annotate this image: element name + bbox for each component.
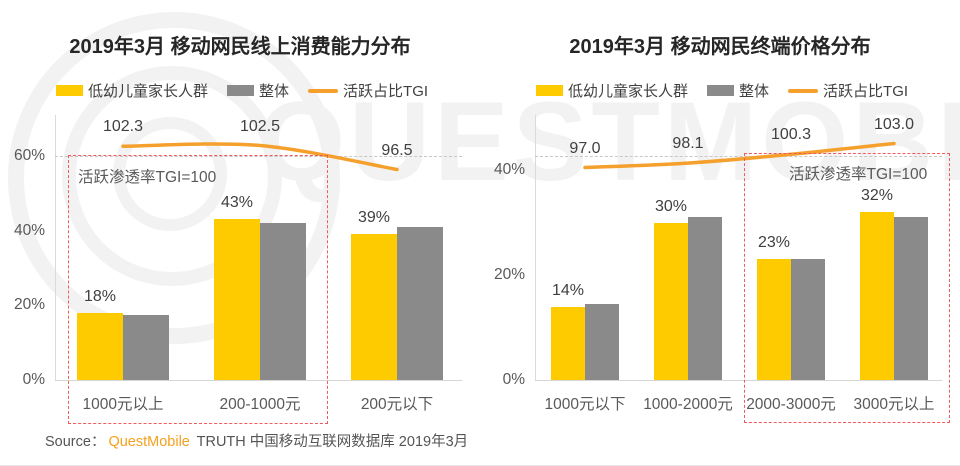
overall-series-swatch-icon (707, 85, 735, 96)
legend-label: 低幼儿童家长人群 (88, 83, 209, 100)
chart-device-price: 2019年3月 移动网民终端价格分布 低幼儿童家长人群 整体 活跃占比TGI 活… (480, 0, 960, 466)
bar-value-label: 18% (83, 287, 117, 305)
legend-item-tgi: 活跃占比TGI (788, 80, 908, 101)
bar-parents (757, 259, 791, 380)
legend-label: 低幼儿童家长人群 (568, 83, 689, 100)
bar-parents (351, 234, 397, 380)
plot-area: 0% 20% 40% 60% 18% 1000元以上 43% 200-1000元 39% 200元… (13, 115, 462, 413)
x-axis-category-label: 1000-2000元 (643, 396, 733, 413)
bar-value-label: 43% (220, 194, 254, 212)
tgi-value-label: 103.0 (873, 115, 915, 133)
bar-value-label: 23% (757, 234, 791, 252)
bar-overall (123, 314, 169, 380)
y-axis-tick-label: 20% (13, 296, 45, 314)
chart-title: 2019年3月 移动网民线上消费能力分布 (69, 36, 411, 58)
bar-value-label: 14% (551, 281, 585, 299)
tgi-value-label: 96.5 (381, 141, 413, 159)
x-axis-category-label: 200-1000元 (219, 396, 301, 413)
parents-series-swatch-icon (536, 85, 563, 96)
tgi-highlight-box (68, 155, 328, 424)
source-suffix: TRUTH 中国移动互联网数据库 2019年3月 (192, 434, 469, 450)
source-note: Source： QuestMobile TRUTH 中国移动互联网数据库 2019… (45, 430, 468, 451)
chart-title: 2019年3月 移动网民终端价格分布 (569, 36, 871, 58)
tgi-value-label: 102.3 (102, 118, 144, 136)
bar-parents (654, 222, 688, 380)
tgi-line-swatch-icon (788, 88, 819, 93)
y-axis-line (55, 115, 56, 380)
y-axis-tick-label: 60% (13, 146, 45, 164)
x-axis-category-label: 1000元以下 (544, 396, 626, 413)
bar-value-label: 32% (860, 187, 894, 204)
y-axis-tick-label: 20% (493, 266, 525, 283)
tgi-value-label: 100.3 (770, 126, 812, 144)
legend-label: 活跃占比TGI (823, 83, 909, 100)
legend-label: 活跃占比TGI (343, 83, 429, 100)
source-prefix: Source： (45, 434, 106, 450)
legend-label: 整体 (259, 83, 290, 100)
bar-value-label: 39% (357, 209, 391, 227)
parents-series-swatch-icon (56, 85, 83, 96)
tgi-value-label: 102.5 (239, 117, 281, 135)
legend-item-overall: 整体 (227, 80, 289, 101)
bar-parents (551, 306, 585, 380)
bar-overall (894, 217, 928, 380)
x-axis-line (55, 380, 462, 381)
chart-legend: 低幼儿童家长人群 整体 活跃占比TGI (56, 80, 428, 101)
legend-item-tgi: 活跃占比TGI (308, 80, 428, 101)
tgi-value-label: 97.0 (569, 139, 601, 157)
y-axis-tick-label: 0% (502, 371, 525, 388)
y-axis-tick-label: 40% (13, 221, 45, 239)
chart-online-consumption: 2019年3月 移动网民线上消费能力分布 低幼儿童家长人群 整体 活跃占比TGI… (13, 36, 462, 424)
y-axis-line (535, 115, 536, 380)
y-axis-tick-label: 40% (493, 161, 525, 178)
x-axis-category-label: 200元以下 (360, 396, 434, 413)
bar-parents (77, 312, 123, 380)
tgi-reference-annotation: 活跃渗透率TGI=100 (78, 169, 217, 186)
bar-value-label: 30% (654, 197, 688, 215)
tgi-line-swatch-icon (308, 88, 339, 93)
tgi-reference-annotation: 活跃渗透率TGI=100 (789, 166, 928, 183)
bar-overall (688, 217, 722, 380)
legend-item-parents: 低幼儿童家长人群 (536, 80, 688, 101)
overall-series-swatch-icon (227, 85, 255, 96)
tgi-value-label: 98.1 (672, 135, 704, 153)
bar-overall (791, 259, 825, 380)
bar-overall (585, 303, 619, 380)
x-axis-line (535, 380, 942, 381)
legend-label: 整体 (739, 83, 770, 100)
legend-item-parents: 低幼儿童家长人群 (56, 80, 208, 101)
y-axis-tick-label: 0% (22, 371, 45, 388)
bar-overall (260, 223, 306, 380)
x-axis-category-label: 3000元以上 (853, 396, 935, 413)
watermark-text: QUESTMOBILE (258, 79, 960, 204)
bar-overall (397, 226, 443, 380)
legend-item-overall: 整体 (707, 80, 769, 101)
bar-parents (860, 212, 894, 380)
tgi-highlight-box (744, 153, 950, 423)
source-brand: QuestMobile (108, 434, 190, 450)
bar-parents (214, 219, 260, 380)
x-axis-category-label: 2000-3000元 (746, 396, 836, 413)
x-axis-category-label: 1000元以上 (82, 396, 164, 413)
chart-legend: 低幼儿童家长人群 整体 活跃占比TGI (536, 80, 908, 101)
